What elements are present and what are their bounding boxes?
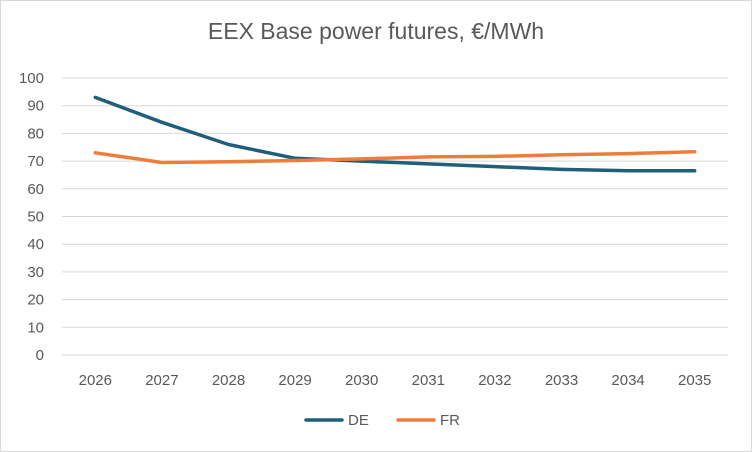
- series-line-fr: [93, 149, 697, 165]
- legend-item-fr: FR: [396, 412, 460, 429]
- x-tick-label: 2026: [79, 372, 112, 389]
- x-tick-label: 2032: [478, 372, 511, 389]
- y-tick-label: 10: [27, 319, 44, 336]
- x-tick-label: 2035: [678, 372, 711, 389]
- x-tick-label: 2028: [212, 372, 245, 389]
- legend: DE FR: [304, 412, 460, 429]
- y-tick-label: 90: [27, 98, 44, 115]
- y-tick-label: 20: [27, 292, 44, 309]
- x-axis-ticks: 2026 2027 2028 2029 2030 2031 2032 2033 2034 2035: [79, 372, 712, 389]
- x-tick-label: 2033: [545, 372, 578, 389]
- legend-label-de: DE: [348, 412, 369, 429]
- y-tick-label: 50: [27, 209, 44, 226]
- gridlines: [62, 77, 728, 356]
- y-tick-label: 0: [36, 347, 44, 364]
- y-tick-label: 80: [27, 125, 44, 142]
- y-tick-label: 40: [27, 236, 44, 253]
- chart-title: EEX Base power futures, €/MWh: [207, 18, 545, 44]
- x-tick-label: 2031: [412, 372, 445, 389]
- y-tick-label: 100: [19, 70, 44, 87]
- series-line-de: [93, 95, 697, 173]
- x-tick-label: 2030: [345, 372, 378, 389]
- legend-label-fr: FR: [440, 412, 460, 429]
- y-tick-label: 70: [27, 153, 44, 170]
- series-lines: [93, 95, 697, 173]
- y-tick-label: 60: [27, 181, 44, 198]
- y-axis-ticks: 0 10 20 30 40 50 60 70 80 90 100: [19, 70, 44, 364]
- y-tick-label: 30: [27, 264, 44, 281]
- x-tick-label: 2029: [278, 372, 311, 389]
- legend-item-de: DE: [304, 412, 369, 429]
- x-tick-label: 2027: [145, 372, 178, 389]
- x-tick-label: 2034: [611, 372, 644, 389]
